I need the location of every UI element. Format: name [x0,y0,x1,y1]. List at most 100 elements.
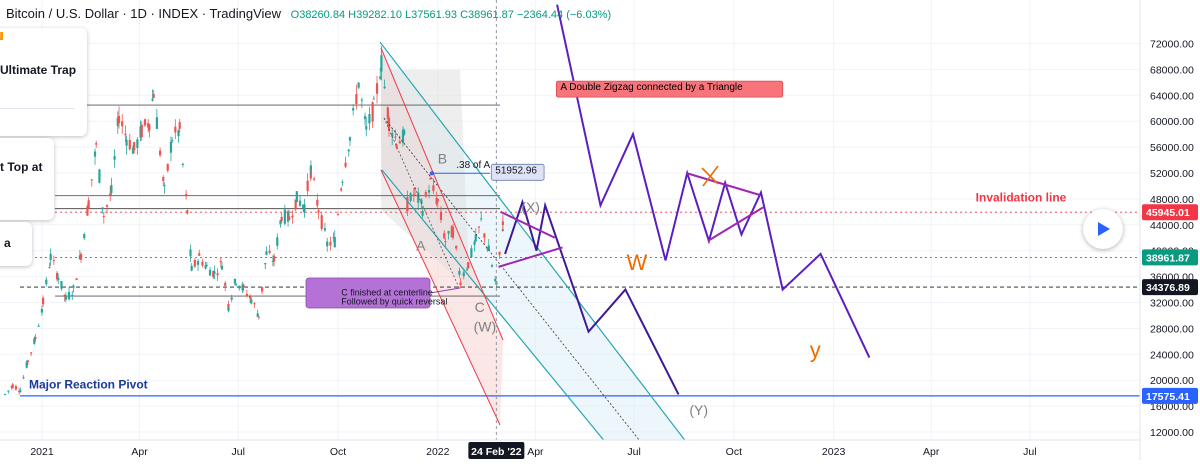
candle-body [227,308,230,311]
candle-body [386,107,389,119]
channel-upper-line [379,41,686,440]
candle-body [444,241,447,243]
candle-body [87,200,90,209]
price-label-box [1142,204,1198,221]
candle-body [11,384,14,389]
candle-body [189,249,192,257]
candle-body [352,108,355,111]
candle-body [213,271,216,275]
candle-body [196,261,200,265]
annotation-label: C finished at centerline [341,287,433,297]
candle-body [55,272,59,280]
candle-body [136,139,139,148]
candle-body [295,191,298,203]
candle-body [368,114,371,124]
price-tick-label: 60000.00 [1150,116,1194,128]
candle-body [151,98,154,101]
time-axis: 2021 Apr Jul Oct 2022 Apr Jul Oct 2023 Apr Jul 24 F… [0,439,1140,459]
candle-body [403,130,406,135]
play-button[interactable] [1083,209,1123,249]
candle-body [372,98,375,100]
candle-body [332,236,335,239]
candle-body [83,234,86,239]
candle-body [110,185,113,194]
candle-body [494,278,497,281]
candle-body [344,162,347,167]
idea-card-2[interactable]: t Top at [0,138,54,220]
candle-body [57,277,60,280]
candle-body [60,281,63,289]
price-tick-label: 52000.00 [1150,168,1194,180]
candle-body [224,282,227,286]
time-tick-label: Jul [627,446,640,458]
candle-body [52,260,55,262]
candle-body [341,181,344,183]
candle-body [163,185,166,187]
time-tick-label: Apr [527,446,544,458]
candle-body [487,245,490,251]
candle-body [148,124,151,131]
candle-body [238,285,241,289]
idea-card-3[interactable]: a [0,222,32,266]
triangle-upper-2 [685,172,761,196]
candle-body [67,292,71,300]
candle-body [256,313,259,317]
annotation-label: Invalidation line [976,190,1067,204]
candle-body [450,226,453,238]
idea-card-1[interactable]: IM Ultimate Trap [0,28,87,136]
candle-body [443,233,446,239]
wave-path-1 [504,198,680,395]
candle-body [355,94,358,105]
candle-body [340,188,343,191]
idea-card-3-label: a [4,236,11,250]
candle-body [398,141,401,144]
candle-body [474,234,477,242]
candle-body [473,241,476,245]
candle-body [219,260,222,263]
play-icon [1098,222,1110,236]
candle-body [470,248,473,258]
candle-body [395,144,398,148]
candle-body [64,295,67,300]
highlight-date-label: 24 Feb '22 [471,446,522,458]
candle-body [424,192,427,197]
candle-body [459,282,462,286]
symbol-title[interactable]: Bitcoin / U.S. Dollar · 1D · INDEX · Tra… [6,6,282,21]
candle-body [412,194,415,196]
candle-body [383,86,386,89]
candle-body [465,269,469,271]
candle-body [288,216,291,220]
candle-body [498,251,501,255]
candle-body [230,297,233,300]
candle-body [371,102,374,122]
price-tick-label: 20000.00 [1150,375,1194,387]
annotation-label: A [416,238,426,254]
candle-body [309,165,313,170]
candle-body [216,273,219,276]
candle-body [169,141,173,153]
candle-body [48,267,51,269]
candle-body [380,55,383,72]
candle-body [250,299,253,304]
candle-body [272,255,276,262]
candle-body [124,133,127,135]
candle-body [177,130,180,137]
time-tick-label: Oct [726,446,742,458]
orange-x-mark [701,165,719,187]
candle-body [268,250,271,253]
candle-body [158,150,162,156]
channel-lower-line [381,169,605,440]
candle-body [477,226,481,228]
candle-body [181,163,185,165]
plot-layer: Major Reaction Pivot Invalidation line A D… [4,0,1140,440]
candle-body [279,220,282,225]
candle-body [95,143,98,145]
candle-body [316,199,319,206]
candle-body [34,337,37,339]
candle-body [417,192,420,203]
card-divider [0,108,74,109]
time-tick-label: 2022 [426,446,450,458]
candle-body [420,199,423,204]
candle-body [439,212,443,220]
candle-body [25,361,28,368]
